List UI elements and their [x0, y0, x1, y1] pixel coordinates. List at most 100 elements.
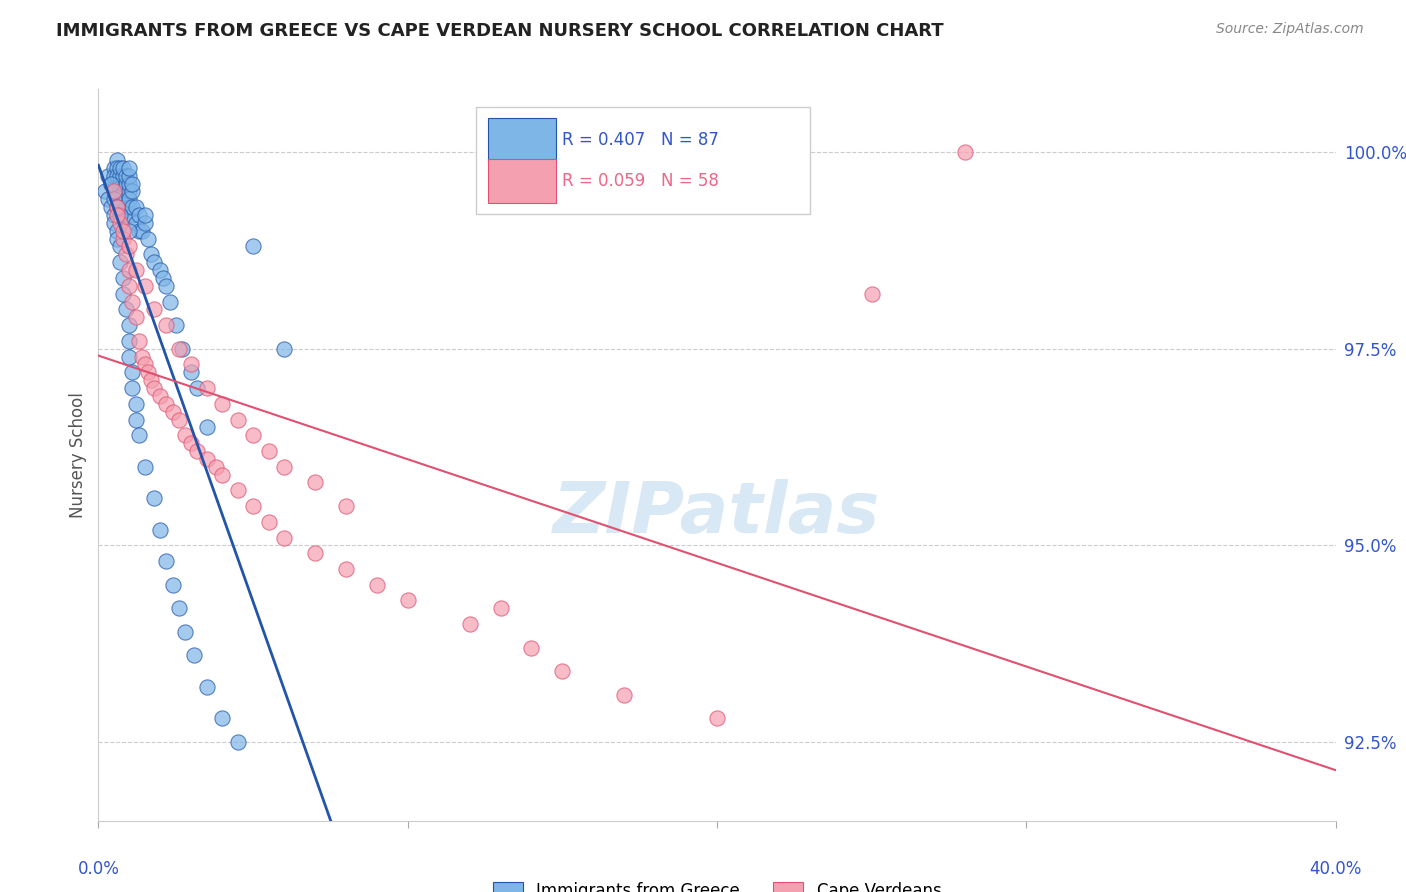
Point — [165, 318, 187, 333]
Point — [128, 208, 150, 222]
Point — [226, 483, 249, 498]
Point — [226, 412, 249, 426]
Point — [180, 358, 202, 372]
Point — [118, 278, 141, 293]
Point — [124, 412, 146, 426]
Point — [103, 169, 125, 183]
Point — [162, 405, 184, 419]
Point — [93, 185, 115, 199]
Point — [121, 365, 143, 379]
Point — [105, 232, 128, 246]
Point — [304, 475, 326, 490]
Point — [128, 428, 150, 442]
Point — [273, 459, 295, 474]
Point — [136, 232, 159, 246]
Point — [105, 161, 128, 175]
Point — [108, 208, 131, 222]
Point — [167, 601, 190, 615]
Point — [118, 169, 141, 183]
Point — [112, 271, 135, 285]
Point — [195, 381, 218, 395]
Point — [613, 688, 636, 702]
Text: ZIPatlas: ZIPatlas — [554, 479, 880, 548]
Point — [134, 358, 156, 372]
Point — [273, 342, 295, 356]
Point — [112, 177, 135, 191]
Point — [118, 200, 141, 214]
Point — [304, 546, 326, 560]
Point — [257, 515, 280, 529]
Point — [396, 593, 419, 607]
Point — [149, 389, 172, 403]
Point — [118, 192, 141, 206]
Point — [121, 200, 143, 214]
Text: IMMIGRANTS FROM GREECE VS CAPE VERDEAN NURSERY SCHOOL CORRELATION CHART: IMMIGRANTS FROM GREECE VS CAPE VERDEAN N… — [56, 22, 943, 40]
Point — [520, 640, 543, 655]
Point — [134, 208, 156, 222]
Point — [121, 185, 143, 199]
Point — [551, 664, 574, 678]
Point — [118, 334, 141, 348]
Point — [706, 711, 728, 725]
Point — [366, 577, 388, 591]
Point — [121, 294, 143, 309]
Point — [105, 153, 128, 167]
Point — [131, 350, 153, 364]
Point — [242, 499, 264, 513]
Point — [97, 169, 120, 183]
Point — [205, 459, 228, 474]
Point — [97, 192, 120, 206]
Point — [152, 271, 174, 285]
Point — [115, 208, 138, 222]
Point — [155, 397, 177, 411]
Point — [118, 224, 141, 238]
Point — [174, 428, 197, 442]
Point — [121, 381, 143, 395]
FancyBboxPatch shape — [488, 119, 557, 162]
Point — [167, 342, 190, 356]
Point — [174, 624, 197, 639]
Point — [118, 161, 141, 175]
Point — [108, 169, 131, 183]
Legend: Immigrants from Greece, Cape Verdeans: Immigrants from Greece, Cape Verdeans — [494, 882, 941, 892]
Text: R = 0.059   N = 58: R = 0.059 N = 58 — [562, 171, 720, 190]
Point — [273, 531, 295, 545]
Point — [108, 255, 131, 269]
Point — [159, 294, 181, 309]
Point — [121, 208, 143, 222]
FancyBboxPatch shape — [475, 108, 810, 213]
Point — [211, 711, 233, 725]
Point — [112, 224, 135, 238]
Point — [100, 200, 122, 214]
Point — [143, 491, 166, 505]
Point — [136, 365, 159, 379]
Text: Source: ZipAtlas.com: Source: ZipAtlas.com — [1216, 22, 1364, 37]
Y-axis label: Nursery School: Nursery School — [69, 392, 87, 518]
Point — [128, 224, 150, 238]
Point — [211, 467, 233, 482]
Point — [105, 200, 128, 214]
Point — [195, 420, 218, 434]
Point — [112, 169, 135, 183]
Point — [112, 200, 135, 214]
Point — [131, 224, 153, 238]
Point — [103, 161, 125, 175]
Point — [105, 224, 128, 238]
Point — [100, 177, 122, 191]
Point — [458, 617, 481, 632]
Point — [103, 185, 125, 199]
Point — [143, 255, 166, 269]
Point — [953, 145, 976, 160]
Point — [335, 562, 357, 576]
Point — [108, 161, 131, 175]
Point — [108, 185, 131, 199]
Point — [121, 177, 143, 191]
Point — [186, 381, 208, 395]
Point — [149, 263, 172, 277]
Point — [112, 286, 135, 301]
Text: 40.0%: 40.0% — [1309, 860, 1362, 878]
Point — [226, 735, 249, 749]
Point — [134, 459, 156, 474]
Point — [115, 177, 138, 191]
Point — [118, 263, 141, 277]
